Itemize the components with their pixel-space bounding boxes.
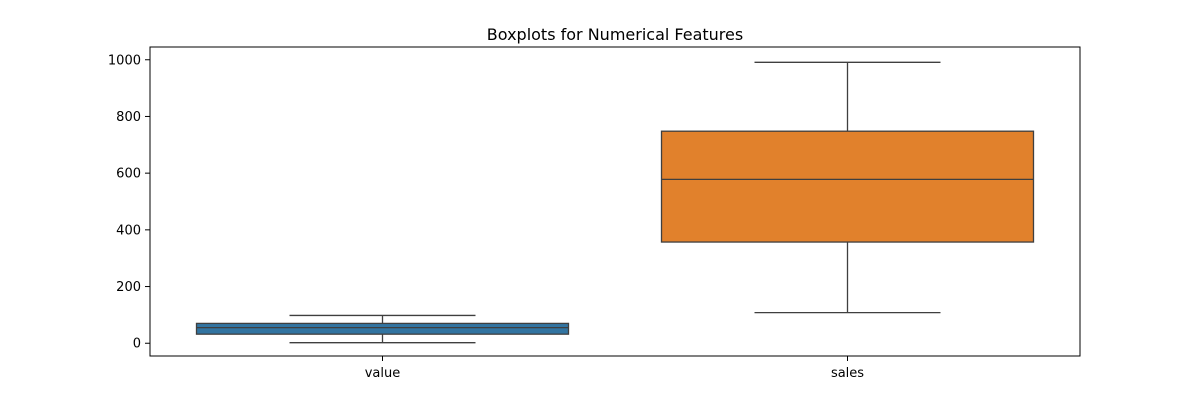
x-axis: value sales	[365, 356, 864, 381]
y-tick-label: 200	[116, 280, 141, 295]
plot-frame	[149, 46, 1081, 357]
y-tick-label: 600	[116, 167, 141, 182]
chart-title: Boxplots for Numerical Features	[487, 25, 743, 44]
iqr-box	[660, 130, 1035, 243]
y-tick-label: 800	[116, 110, 141, 125]
x-tick-label-sales: sales	[831, 366, 864, 381]
box-value	[195, 314, 570, 344]
plot-area	[195, 61, 1035, 344]
x-tick-label-value: value	[365, 366, 401, 381]
y-tick-label: 0	[133, 337, 141, 352]
y-tick-label: 400	[116, 223, 141, 238]
y-tick-label: 1000	[108, 53, 141, 68]
iqr-box	[195, 322, 570, 335]
y-axis: 0 200 400 600 800 1000	[108, 53, 150, 352]
box-sales	[660, 61, 1035, 314]
